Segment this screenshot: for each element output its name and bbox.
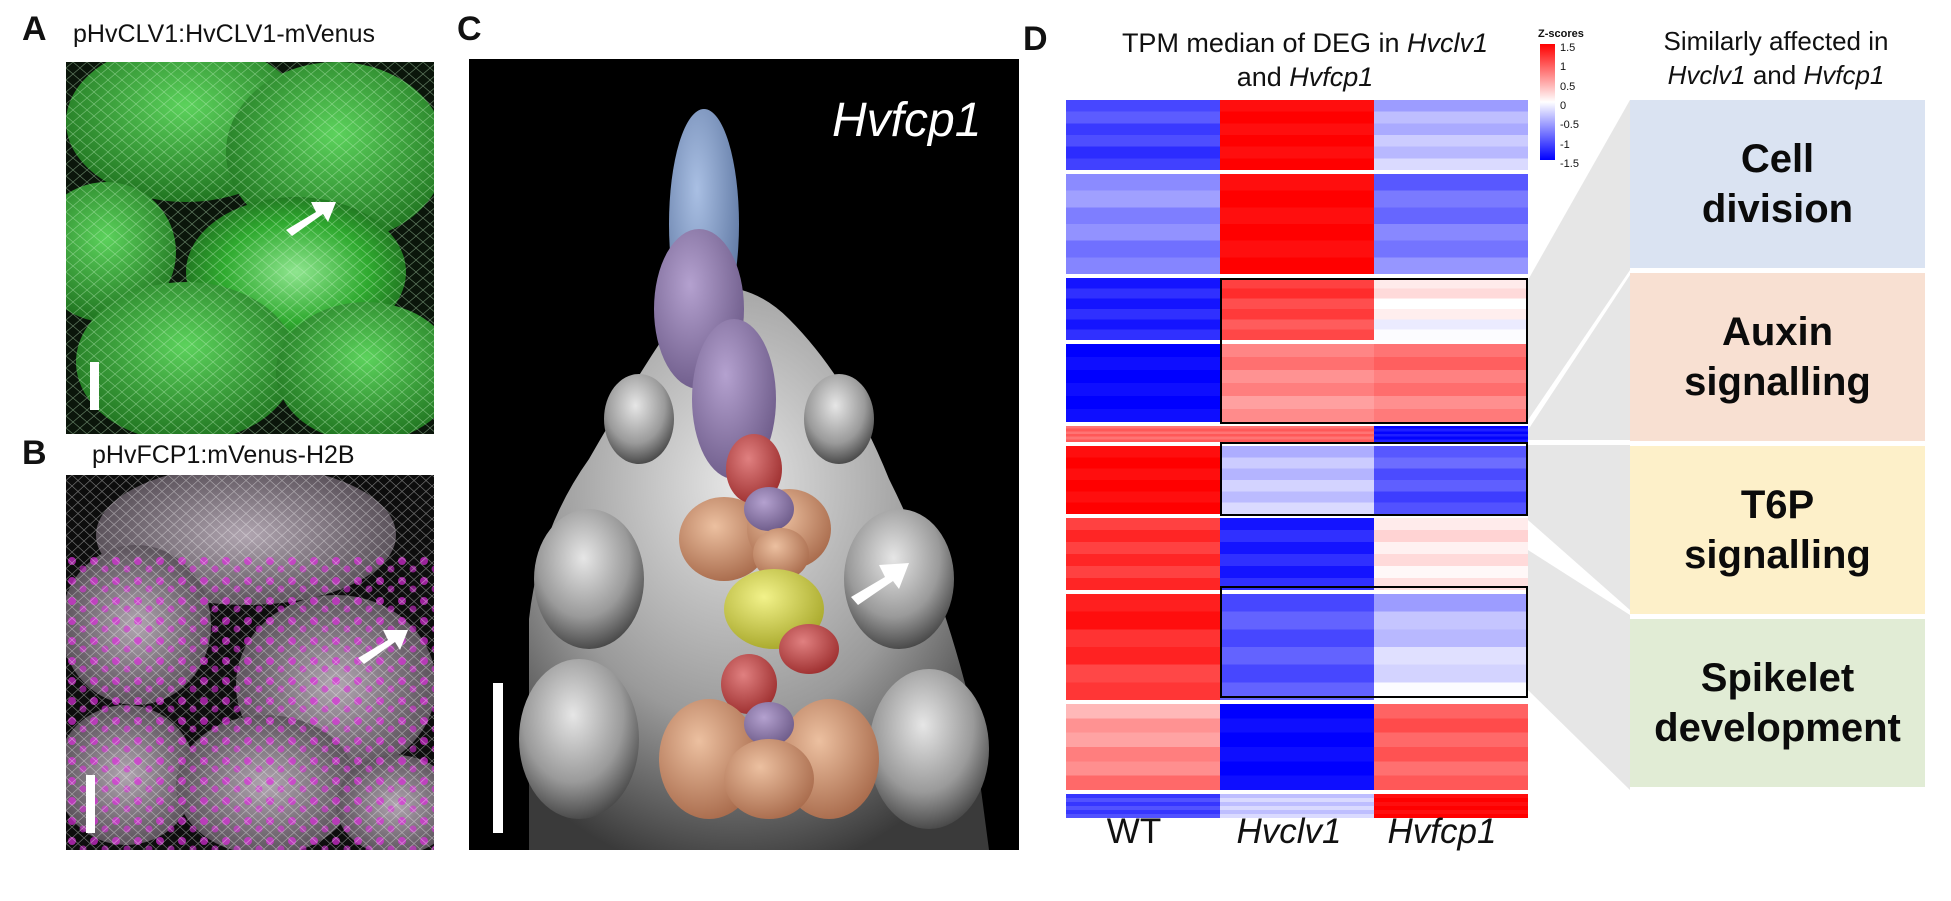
category-t6p-signalling: T6P signalling [1630, 446, 1925, 614]
side-title: Similarly affected in Hvclv1 and Hvfcp1 [1626, 24, 1926, 92]
panel-d-letter: D [1023, 20, 1048, 58]
category-auxin-signalling-label: Auxin signalling [1684, 310, 1871, 404]
category-spikelet-development: Spikelet development [1630, 619, 1925, 787]
panel-a-letter: A [22, 10, 47, 48]
side-title-gene-a: Hvclv1 [1667, 60, 1746, 90]
heatmap-cell [1374, 594, 1528, 700]
heatmap-cell [1374, 174, 1528, 274]
heatmap-title: TPM median of DEG in Hvclv1 and Hvfcp1 [1060, 26, 1550, 94]
column-label-hvclv1: Hvclv1 [1236, 812, 1342, 851]
heatmap-cell [1220, 278, 1374, 340]
heatmap-cell [1066, 278, 1220, 340]
panel-b-title: pHvFCP1:mVenus-H2B [92, 441, 355, 469]
heatmap-cell [1220, 594, 1374, 700]
legend-tick-label: -0.5 [1560, 119, 1579, 132]
column-label-wt: WT [1106, 812, 1162, 851]
connector-wedges [1528, 100, 1630, 790]
heatmap-title-line2-text: and [1236, 62, 1290, 92]
scale-bar [493, 683, 503, 833]
gfp-meristem-image [66, 62, 434, 434]
category-t6p-signalling-label: T6P signalling [1684, 483, 1871, 577]
side-title-gene-b: Hvfcp1 [1803, 60, 1885, 90]
heatmap-cell [1066, 426, 1220, 442]
heatmap-cell [1066, 794, 1220, 818]
legend-tick-label: 1.5 [1560, 42, 1576, 54]
heatmap-cell [1220, 344, 1374, 422]
legend-tick-label: 0.5 [1560, 80, 1576, 93]
legend-colorbar [1540, 44, 1555, 160]
heatmap-cell [1374, 704, 1528, 790]
category-spikelet-development-label: Spikelet development [1654, 656, 1901, 750]
heatmap-cell [1374, 518, 1528, 590]
heatmap-title-line1-text: TPM median of DEG in [1121, 28, 1408, 58]
heatmap-cell [1220, 100, 1374, 170]
panel-a-micrograph [66, 62, 434, 434]
panel-a-title: pHvCLV1:HvCLV1-mVenus [73, 20, 375, 48]
heatmap-cell [1066, 518, 1220, 590]
heatmap-cell [1066, 594, 1220, 700]
heatmap-cell [1066, 100, 1220, 170]
sem-spike-image [519, 109, 989, 850]
heatmap-cell [1374, 278, 1528, 340]
panel-c-letter: C [457, 10, 482, 48]
heatmap-title-line2-italic: Hvfcp1 [1289, 62, 1374, 92]
heatmap [1066, 100, 1528, 818]
legend-tick-label: 0 [1560, 100, 1567, 112]
heatmap-cell [1066, 704, 1220, 790]
legend-title: Z-scores [1538, 28, 1584, 40]
heatmap-cell [1220, 794, 1374, 818]
heatmap-title-line1-italic: Hvclv1 [1407, 28, 1489, 58]
heatmap-cell [1066, 174, 1220, 274]
legend-tick-label: -1 [1560, 138, 1570, 151]
genotype-label: Hvfcp1 [832, 94, 982, 147]
side-title-and: and [1745, 60, 1804, 90]
highlight-box [1220, 278, 1528, 424]
heatmap-cell [1220, 704, 1374, 790]
column-label-hvfcp1: Hvfcp1 [1387, 812, 1497, 851]
panel-b-letter: B [22, 434, 47, 472]
arrow-icon [358, 630, 408, 664]
category-cell-division-label: Cell division [1701, 137, 1854, 231]
heatmap-cell [1220, 174, 1374, 274]
heatmap-cell [1220, 518, 1374, 590]
category-cell-division: Cell division [1630, 100, 1925, 268]
heatmap-cell [1374, 100, 1528, 170]
highlight-box [1220, 442, 1528, 516]
panel-c-sem-image: Hvfcp1 [469, 59, 1019, 850]
legend-ticks: 1.5 1 0.5 0 -0.5 -1 -1.5 [1560, 42, 1600, 170]
legend-tick-label: 1 [1560, 61, 1567, 74]
heatmap-cell [1374, 426, 1528, 442]
heatmap-cell [1220, 446, 1374, 514]
scale-bar [90, 362, 99, 410]
heatmap-cell [1066, 446, 1220, 514]
heatmap-cell [1374, 794, 1528, 818]
side-title-line1: Similarly affected in [1663, 26, 1889, 56]
category-auxin-signalling: Auxin signalling [1630, 273, 1925, 441]
scale-bar [86, 775, 95, 833]
legend-tick-label: -1.5 [1560, 158, 1579, 170]
heatmap-cell [1374, 446, 1528, 514]
arrow-icon [851, 563, 909, 605]
arrow-icon [286, 202, 336, 236]
h2b-meristem-image [66, 475, 434, 850]
panel-b-micrograph [66, 475, 434, 850]
heatmap-cell [1220, 426, 1374, 442]
highlight-box [1220, 586, 1528, 698]
heatmap-cell [1066, 344, 1220, 422]
heatmap-cell [1374, 344, 1528, 422]
